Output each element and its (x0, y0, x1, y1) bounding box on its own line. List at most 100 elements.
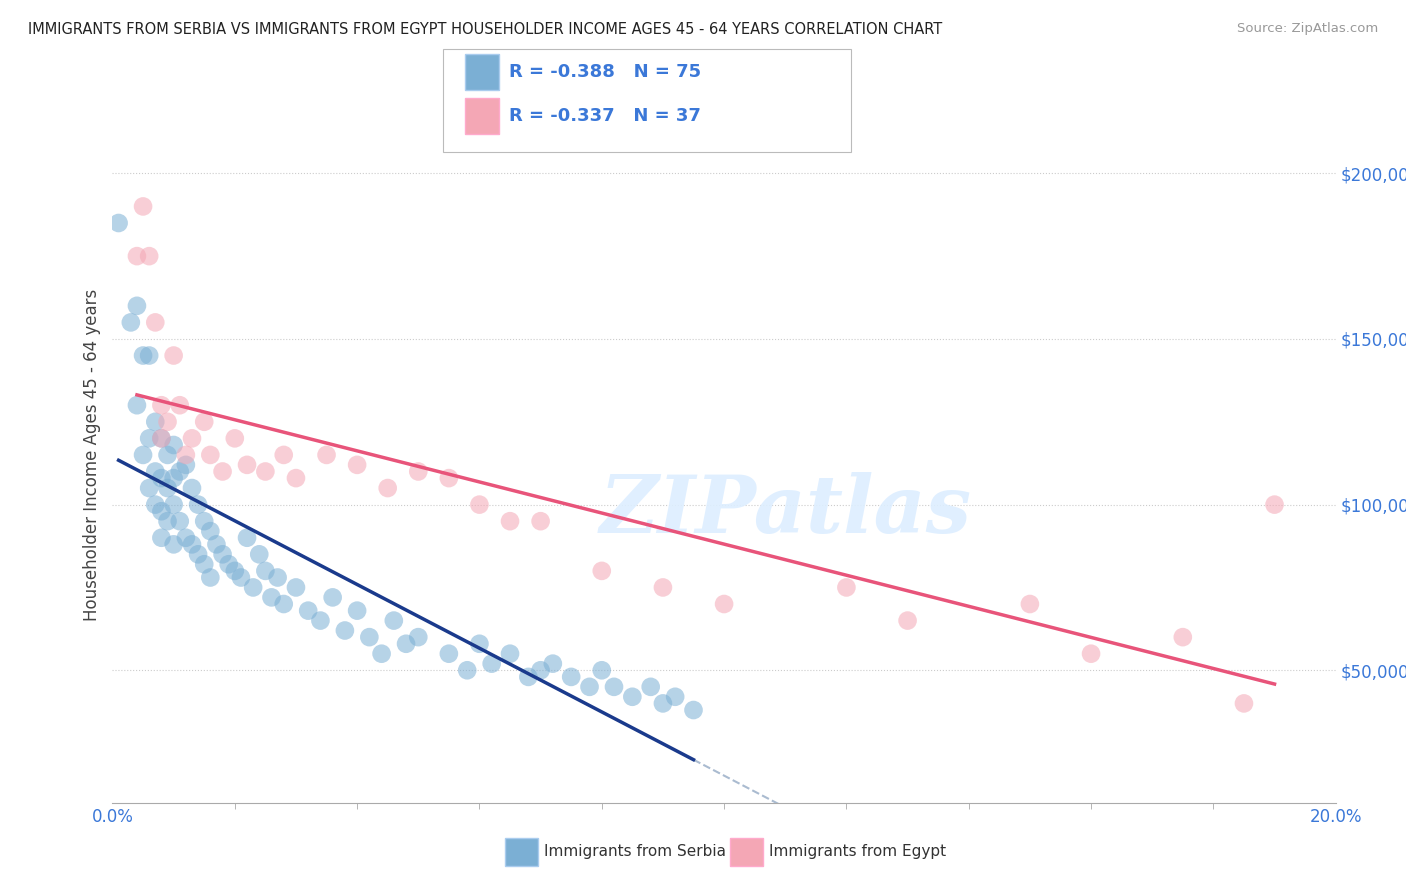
Point (242, 581, 264, 595)
Point (236, 531, 259, 545)
Point (468, 498, 491, 512)
Point (187, 498, 209, 512)
Point (150, 471, 173, 485)
Point (138, 431, 160, 445)
Point (254, 564, 277, 578)
Point (1018, 597, 1040, 611)
Point (156, 514, 179, 528)
Text: Source: ZipAtlas.com: Source: ZipAtlas.com (1237, 22, 1378, 36)
Point (132, 448, 155, 462)
Text: ZIPatlas: ZIPatlas (599, 472, 972, 549)
Point (437, 471, 460, 485)
Point (591, 564, 613, 578)
Point (382, 614, 405, 628)
Point (1264, 498, 1286, 512)
Point (211, 465, 233, 479)
Point (499, 514, 522, 528)
Point (254, 465, 277, 479)
Point (408, 630, 430, 644)
Point (284, 581, 308, 595)
Text: Immigrants from Serbia: Immigrants from Serbia (544, 845, 725, 859)
Point (163, 498, 186, 512)
Point (163, 438, 186, 452)
Point (205, 537, 228, 551)
Point (266, 570, 288, 584)
Point (211, 547, 233, 561)
Point (1080, 647, 1102, 661)
Point (193, 558, 215, 572)
Point (174, 448, 197, 462)
Point (640, 680, 662, 694)
Point (273, 597, 295, 611)
Point (150, 431, 173, 445)
Point (437, 647, 460, 661)
Point (143, 465, 166, 479)
Point (322, 591, 344, 605)
Point (370, 647, 392, 661)
Point (499, 647, 522, 661)
Point (541, 657, 564, 671)
Point (138, 349, 160, 363)
Point (284, 471, 308, 485)
Point (315, 448, 337, 462)
Point (309, 614, 332, 628)
Point (346, 458, 368, 472)
Point (408, 465, 430, 479)
Point (260, 591, 283, 605)
Point (652, 697, 675, 711)
Point (517, 670, 540, 684)
Point (713, 597, 735, 611)
Point (156, 448, 179, 462)
Point (132, 199, 155, 213)
Point (163, 349, 186, 363)
Point (181, 537, 204, 551)
Point (530, 663, 553, 677)
Point (181, 431, 204, 445)
Point (120, 315, 142, 329)
Point (273, 448, 295, 462)
Point (132, 349, 155, 363)
Point (150, 431, 173, 445)
Text: R = -0.337   N = 37: R = -0.337 N = 37 (509, 107, 700, 125)
Point (143, 315, 166, 329)
Point (125, 299, 148, 313)
Point (664, 690, 686, 704)
Point (247, 547, 270, 561)
Point (1233, 697, 1256, 711)
Point (236, 458, 259, 472)
Point (163, 471, 186, 485)
Point (138, 249, 160, 263)
Point (603, 680, 626, 694)
Point (138, 481, 160, 495)
Point (346, 604, 368, 618)
Point (150, 531, 173, 545)
Point (560, 670, 582, 684)
Point (377, 481, 399, 495)
Point (621, 690, 644, 704)
Text: Immigrants from Egypt: Immigrants from Egypt (769, 845, 946, 859)
Point (174, 458, 197, 472)
Point (125, 398, 148, 412)
Point (591, 663, 613, 677)
Text: R = -0.388   N = 75: R = -0.388 N = 75 (509, 63, 702, 81)
Point (169, 465, 191, 479)
Point (181, 481, 204, 495)
Point (1171, 630, 1194, 644)
Point (193, 514, 215, 528)
Point (897, 614, 920, 628)
Point (200, 448, 222, 462)
Point (150, 504, 173, 518)
Point (395, 637, 418, 651)
Point (297, 604, 319, 618)
Point (200, 570, 222, 584)
Point (218, 558, 240, 572)
Point (682, 703, 704, 717)
Point (125, 249, 148, 263)
Point (150, 398, 173, 412)
Point (200, 524, 222, 538)
Point (224, 431, 246, 445)
Point (169, 398, 191, 412)
Point (835, 581, 858, 595)
Point (359, 630, 381, 644)
Point (187, 547, 209, 561)
